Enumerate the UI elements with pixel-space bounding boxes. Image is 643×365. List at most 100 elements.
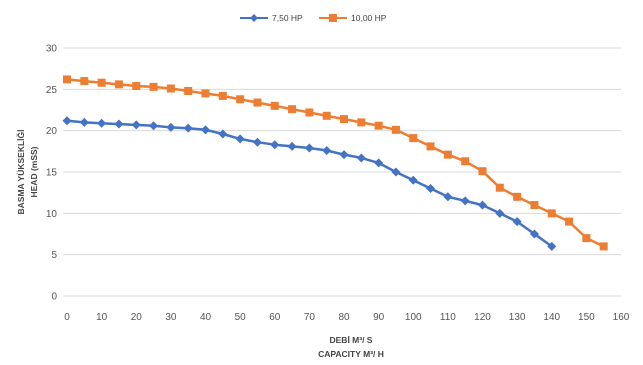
data-point <box>288 105 297 114</box>
data-point <box>426 142 435 151</box>
data-point <box>478 167 487 176</box>
x-tick-label: 120 <box>474 312 491 323</box>
legend-marker-7-50-hp <box>250 14 258 22</box>
data-point <box>270 101 279 110</box>
x-tick-labels: 0 10 20 30 40 50 60 70 80 90 100 110 120 130 140 150 160 <box>64 312 630 323</box>
x-axis-title-line-2: CAPACITY M³/ H <box>318 349 384 359</box>
data-point <box>478 200 487 210</box>
data-point <box>63 75 71 84</box>
data-point <box>287 141 297 151</box>
data-point <box>149 121 159 131</box>
data-point <box>305 108 314 117</box>
data-point <box>322 111 331 120</box>
legend-label-10-00-hp: 10,00 HP <box>351 13 387 23</box>
data-point <box>513 192 522 201</box>
x-tick-label: 90 <box>373 312 385 323</box>
series-line <box>66 78 605 248</box>
data-point <box>114 80 123 89</box>
data-point <box>529 229 539 239</box>
data-point <box>131 120 141 130</box>
series-1 <box>63 75 608 251</box>
data-point <box>166 84 175 93</box>
data-point <box>408 175 418 185</box>
data-point <box>235 134 245 144</box>
legend-label-7-50-hp: 7,50 HP <box>272 13 303 23</box>
y-tick-label: 5 <box>51 250 57 261</box>
data-point <box>565 217 574 226</box>
data-point <box>582 234 591 243</box>
y-tick-label: 20 <box>46 126 58 137</box>
data-point <box>236 95 245 104</box>
x-axis-title: DEBİ M³/ S CAPACITY M³/ H <box>318 335 384 359</box>
data-point <box>599 242 608 251</box>
grid-lines <box>63 47 621 297</box>
legend-item-7-50-hp: 7,50 HP <box>240 13 303 23</box>
x-tick-label: 160 <box>613 312 630 323</box>
x-tick-label: 0 <box>64 312 70 323</box>
data-point <box>201 125 210 135</box>
y-tick-label: 0 <box>51 292 57 303</box>
data-point <box>184 86 193 95</box>
data-point <box>512 217 522 227</box>
y-axis-title-line-1: BASMA YÜKSEKLİĞİ <box>15 129 26 214</box>
data-point <box>114 119 124 129</box>
data-point <box>218 91 227 100</box>
data-point <box>183 123 193 133</box>
data-point <box>409 134 418 143</box>
x-axis-title-line-1: DEBİ M³/ S <box>330 335 373 345</box>
data-point <box>132 82 141 91</box>
data-point <box>322 146 332 156</box>
data-point <box>374 158 384 168</box>
data-point <box>495 183 504 192</box>
x-tick-label: 130 <box>509 312 526 323</box>
x-tick-label: 140 <box>543 312 560 323</box>
legend: 7,50 HP 10,00 HP <box>240 13 387 23</box>
data-point <box>201 89 210 98</box>
data-point <box>460 196 470 206</box>
y-axis-title: BASMA YÜKSEKLİĞİ HEAD (mSS) <box>15 129 39 214</box>
x-tick-label: 110 <box>440 312 456 323</box>
x-tick-label: 50 <box>235 312 247 323</box>
data-point <box>443 150 452 159</box>
data-point <box>304 143 314 153</box>
data-point <box>149 82 158 91</box>
data-point <box>340 115 348 124</box>
data-point <box>339 150 349 160</box>
data-point <box>357 118 366 127</box>
data-point <box>356 153 366 163</box>
y-tick-label: 25 <box>46 85 58 96</box>
data-point <box>166 122 176 132</box>
x-tick-label: 20 <box>131 312 143 323</box>
data-point <box>97 118 107 128</box>
data-point <box>443 192 453 202</box>
data-point <box>530 201 539 210</box>
data-point <box>391 125 400 134</box>
x-tick-label: 30 <box>165 312 177 323</box>
legend-marker-10-00-hp <box>329 14 337 22</box>
data-point <box>80 77 89 86</box>
data-point <box>495 208 505 218</box>
y-axis-title-line-2: HEAD (mSS) <box>29 146 39 197</box>
y-tick-labels: 0 5 10 15 20 25 30 <box>46 44 58 303</box>
y-tick-label: 30 <box>46 44 58 55</box>
data-point <box>253 98 262 107</box>
data-point <box>547 209 556 218</box>
data-point <box>97 78 106 87</box>
y-tick-label: 15 <box>46 168 58 179</box>
data-point <box>461 157 470 166</box>
x-tick-label: 70 <box>304 312 316 323</box>
x-tick-label: 80 <box>338 312 350 323</box>
legend-item-10-00-hp: 10,00 HP <box>319 13 387 23</box>
data-point <box>374 121 383 130</box>
x-tick-label: 10 <box>96 312 108 323</box>
series-0 <box>62 116 557 251</box>
y-tick-label: 10 <box>46 209 58 220</box>
x-tick-label: 40 <box>200 312 212 323</box>
series-line <box>66 119 553 248</box>
data-point <box>79 117 89 127</box>
data-point <box>391 167 401 177</box>
data-point <box>270 140 280 150</box>
x-tick-label: 150 <box>578 312 595 323</box>
data-point <box>547 241 557 251</box>
